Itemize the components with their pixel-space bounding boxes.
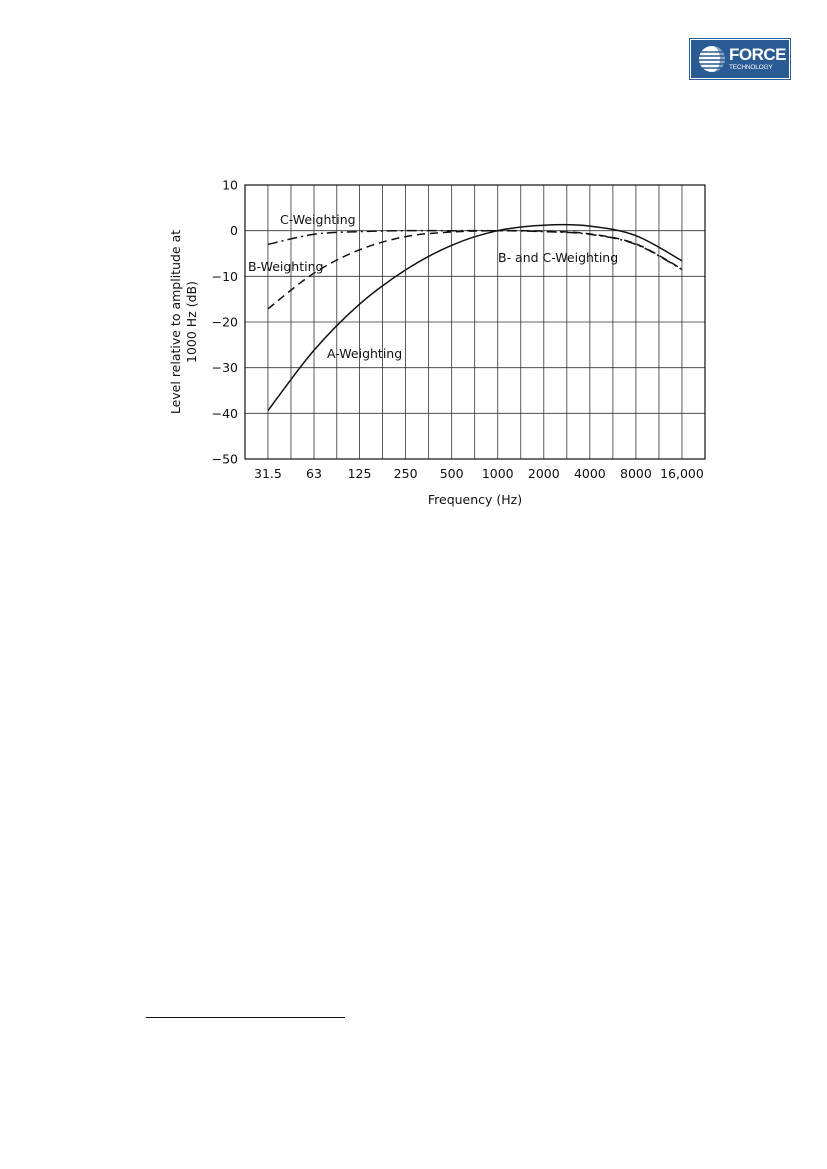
y-tick-label: −30 <box>212 360 238 375</box>
x-tick-label: 16,000 <box>660 466 704 481</box>
annotation-b-weighting: B-Weighting <box>248 259 323 274</box>
y-tick-label: −40 <box>212 406 238 421</box>
x-tick-label: 31.5 <box>254 466 282 481</box>
y-axis-label: Level relative to amplitude at 1000 Hz (… <box>168 230 199 414</box>
x-tick-labels: 31.5 63 125 250 500 1000 2000 4000 8000 16,000 <box>254 466 704 481</box>
x-axis-label: Frequency (Hz) <box>428 492 522 507</box>
y-tick-label: 10 <box>222 178 238 193</box>
annotation-a-weighting: A-Weighting <box>327 346 402 361</box>
force-technology-logo: FORCE TECHNOLOGY <box>689 38 791 80</box>
x-tick-label: 4000 <box>574 466 606 481</box>
x-tick-label: 500 <box>440 466 464 481</box>
plot-frame <box>244 184 706 460</box>
logo-wordmark: FORCE <box>729 45 787 65</box>
x-tick-label: 1000 <box>482 466 514 481</box>
y-tick-label: −10 <box>212 269 238 284</box>
chart-grid <box>245 184 705 460</box>
x-tick-label: 8000 <box>620 466 652 481</box>
y-tick-label: −20 <box>212 315 238 330</box>
y-tick-labels: 10 0 −10 −20 −30 −40 −50 <box>212 178 238 467</box>
logo-subtitle: TECHNOLOGY <box>729 64 773 72</box>
series-line-c-weighting <box>267 229 683 271</box>
x-tick-label: 2000 <box>528 466 560 481</box>
series-line-a-weighting <box>267 223 683 412</box>
x-tick-label: 125 <box>348 466 372 481</box>
y-tick-label: 0 <box>230 223 238 238</box>
globe-icon <box>699 46 725 72</box>
x-tick-label: 63 <box>306 466 322 481</box>
weighting-curves-chart: 10 0 −10 −20 −30 −40 −50 31.5 63 125 250 500 1000 20… <box>168 178 706 507</box>
series-lines <box>267 223 683 412</box>
y-tick-label: −50 <box>212 452 238 467</box>
y-axis-label-line-2: 1000 Hz (dB) <box>184 281 199 363</box>
y-axis-label-line-1: Level relative to amplitude at <box>168 230 183 414</box>
footnote-separator <box>146 1017 345 1018</box>
x-tick-label: 250 <box>394 466 418 481</box>
annotation-b-and-c-weighting: B- and C-Weighting <box>498 250 618 265</box>
annotation-c-weighting: C-Weighting <box>280 212 356 227</box>
